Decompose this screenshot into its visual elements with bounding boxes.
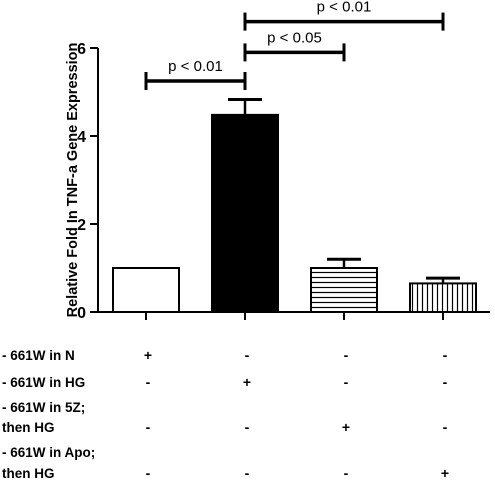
y-tick-label: 2 <box>77 217 86 234</box>
condition-sign: - <box>146 465 151 481</box>
condition-row-label: then HG <box>2 466 55 481</box>
y-tick-label: 4 <box>77 129 86 146</box>
bar-1 <box>112 267 180 313</box>
significance-label-3: p < 0.01 <box>317 0 372 16</box>
condition-sign: - <box>146 374 151 390</box>
condition-sign: - <box>245 347 250 363</box>
condition-sign: - <box>344 374 349 390</box>
condition-sign: - <box>344 347 349 363</box>
condition-table: - 661W in N + - - - - 661W in HG - + - - - 661W in… <box>2 347 449 481</box>
condition-row-label: - 661W in N <box>2 348 75 363</box>
condition-row-label: - 661W in HG <box>2 375 85 390</box>
bar-2 <box>211 113 279 313</box>
y-axis-label: Relative Fold In TNF-a Gene Expression <box>65 43 81 318</box>
bar-3 <box>310 267 378 313</box>
condition-sign: - <box>146 419 151 435</box>
condition-sign: + <box>441 465 449 481</box>
y-tick-label: 0 <box>77 305 86 322</box>
condition-row-label: - 661W in 5Z; <box>2 400 85 415</box>
condition-sign: - <box>245 465 250 481</box>
condition-sign: + <box>144 347 152 363</box>
condition-row-label: - 661W in Apo; <box>2 445 95 460</box>
condition-sign: + <box>342 419 350 435</box>
condition-sign: - <box>344 465 349 481</box>
condition-sign: - <box>245 419 250 435</box>
condition-sign: - <box>443 374 448 390</box>
bars <box>112 97 477 313</box>
bar-4 <box>409 282 477 313</box>
y-tick-label: 6 <box>77 41 86 58</box>
significance-label-1: p < 0.01 <box>168 58 223 75</box>
condition-sign: - <box>443 347 448 363</box>
condition-row-label: then HG <box>2 420 55 435</box>
significance-brackets: p < 0.01 p < 0.05 p < 0.01 <box>144 0 445 90</box>
condition-sign: - <box>443 419 448 435</box>
condition-sign: + <box>243 374 251 390</box>
significance-label-2: p < 0.05 <box>267 29 322 46</box>
